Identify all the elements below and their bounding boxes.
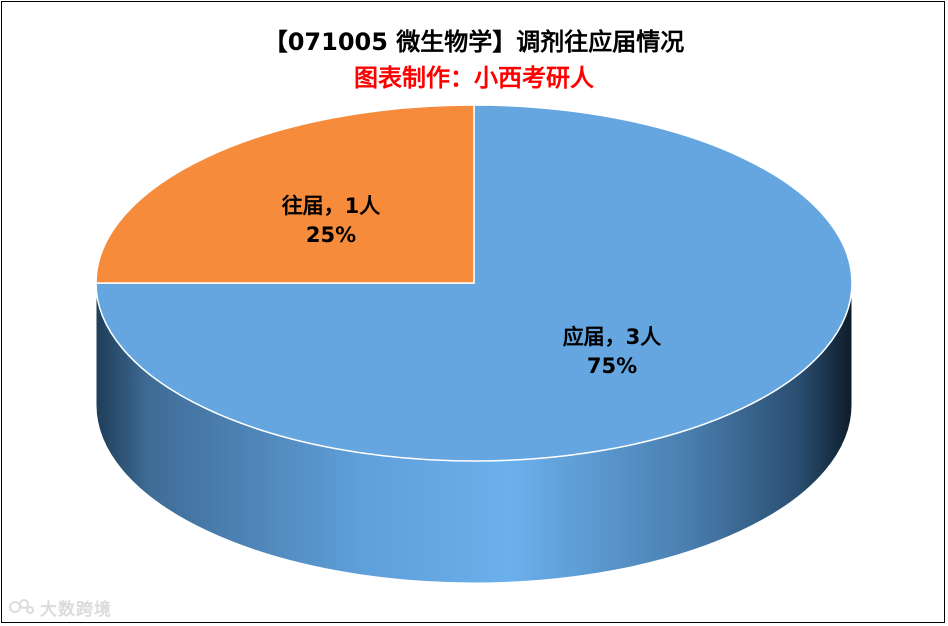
- data-label-line1-2: 往届，1人: [282, 194, 381, 218]
- chart-subtitle: 图表制作：小西考研人: [354, 64, 594, 92]
- chart-title: 【071005 微生物学】调剂往应届情况: [263, 28, 685, 56]
- watermark-logo-icon: [9, 599, 34, 614]
- pie-top-face: [95, 104, 853, 462]
- data-label-line2-1: 75%: [587, 354, 637, 378]
- data-label-line2-2: 25%: [306, 223, 356, 247]
- pie-slice-1: [95, 104, 853, 462]
- watermark: 大数跨境: [8, 594, 112, 620]
- data-label-line1-1: 应届，3人: [563, 325, 662, 349]
- pie-slice-2: [95, 104, 475, 284]
- watermark-text: 大数跨境: [40, 599, 112, 620]
- pie-data-labels: 应届，3人 75% 往届，1人 25%: [282, 194, 662, 378]
